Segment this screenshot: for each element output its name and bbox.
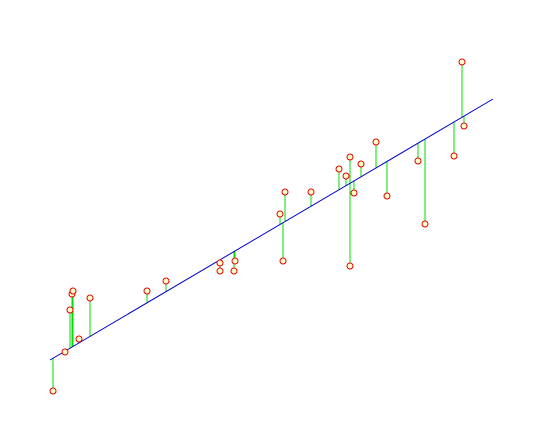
data-point <box>279 257 287 265</box>
data-point <box>346 262 354 270</box>
data-point <box>346 153 354 161</box>
data-point <box>216 267 224 275</box>
data-point <box>61 348 69 356</box>
data-point <box>162 277 170 285</box>
data-point <box>342 172 350 180</box>
data-point <box>335 165 343 173</box>
data-point <box>66 306 74 314</box>
data-point <box>281 188 289 196</box>
data-point <box>216 259 224 267</box>
data-point <box>143 287 151 295</box>
data-point <box>307 188 315 196</box>
data-points <box>49 58 468 395</box>
residual-lines <box>52 62 465 391</box>
data-point <box>350 189 358 197</box>
data-point <box>357 160 365 168</box>
data-point <box>231 257 239 265</box>
data-point <box>450 152 458 160</box>
data-point <box>383 192 391 200</box>
data-point <box>460 122 468 130</box>
data-point <box>276 210 284 218</box>
data-point <box>69 287 77 295</box>
data-point <box>458 58 466 66</box>
data-point <box>372 138 380 146</box>
data-point <box>75 335 83 343</box>
data-point <box>86 294 94 302</box>
data-point <box>421 220 429 228</box>
data-point <box>414 157 422 165</box>
data-point <box>230 267 238 275</box>
regression-line <box>49 98 494 361</box>
data-point <box>49 387 57 395</box>
